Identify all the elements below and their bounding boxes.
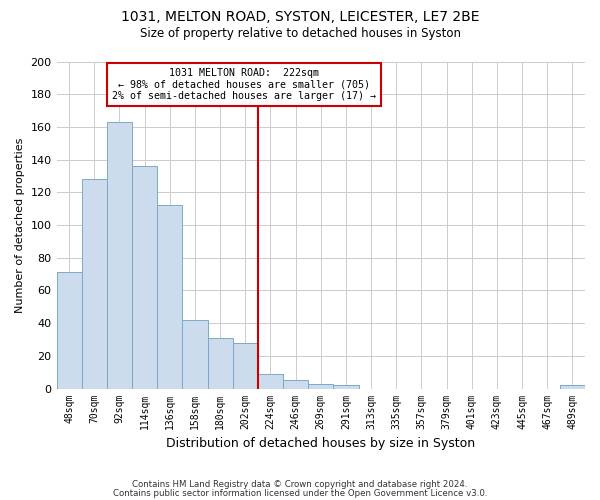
Bar [132, 166, 157, 388]
X-axis label: Distribution of detached houses by size in Syston: Distribution of detached houses by size … [166, 437, 475, 450]
Bar [283, 380, 308, 388]
Bar [258, 374, 283, 388]
Text: 1031, MELTON ROAD, SYSTON, LEICESTER, LE7 2BE: 1031, MELTON ROAD, SYSTON, LEICESTER, LE… [121, 10, 479, 24]
Bar [334, 386, 359, 388]
Bar [233, 343, 258, 388]
Bar [107, 122, 132, 388]
Bar [56, 272, 82, 388]
Bar [560, 386, 585, 388]
Bar [157, 206, 182, 388]
Bar [82, 179, 107, 388]
Y-axis label: Number of detached properties: Number of detached properties [15, 138, 25, 312]
Text: 1031 MELTON ROAD:  222sqm
← 98% of detached houses are smaller (705)
2% of semi-: 1031 MELTON ROAD: 222sqm ← 98% of detach… [112, 68, 376, 101]
Text: Size of property relative to detached houses in Syston: Size of property relative to detached ho… [139, 28, 461, 40]
Bar [308, 384, 334, 388]
Bar [182, 320, 208, 388]
Bar [208, 338, 233, 388]
Text: Contains HM Land Registry data © Crown copyright and database right 2024.: Contains HM Land Registry data © Crown c… [132, 480, 468, 489]
Text: Contains public sector information licensed under the Open Government Licence v3: Contains public sector information licen… [113, 490, 487, 498]
